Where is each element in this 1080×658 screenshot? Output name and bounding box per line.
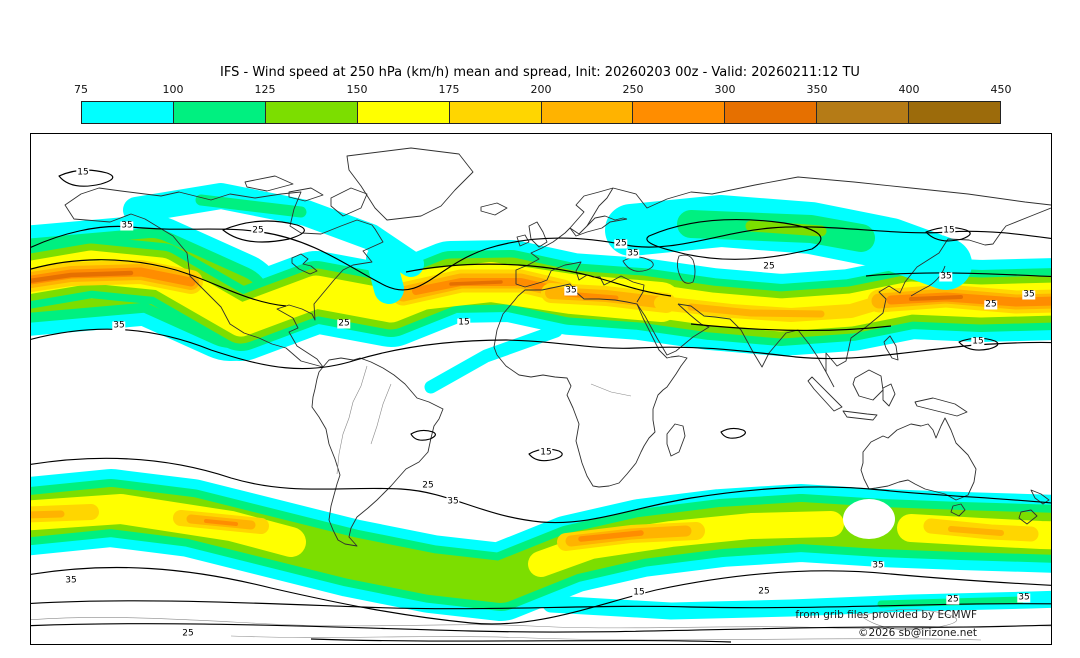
colorbar-tick-label: 150: [346, 83, 368, 96]
spread-contour-label: 25: [421, 480, 435, 491]
colorbar-segment-250: [633, 102, 726, 123]
spread-contour-label: 15: [457, 317, 471, 328]
spread-contour-label: 15: [76, 167, 90, 178]
spread-contour-label: 25: [337, 318, 351, 329]
colorbar-tick-label: 100: [162, 83, 184, 96]
spread-contour-label: 25: [251, 225, 265, 236]
spread-contour-label: 25: [757, 586, 771, 597]
spread-contour-label: 15: [539, 447, 553, 458]
spread-contour-label: 15: [942, 225, 956, 236]
colorbar-tick-label: 125: [254, 83, 276, 96]
spread-contour-label: 35: [626, 248, 640, 259]
colorbar-segment-350: [817, 102, 910, 123]
spread-contour-label: 25: [181, 628, 195, 639]
colorbar: [81, 101, 1001, 124]
spread-contour-label: 35: [1017, 592, 1031, 603]
colorbar-tick-label: 450: [990, 83, 1012, 96]
credit-line-2: ©2026 sb@irizone.net: [858, 627, 977, 640]
credit-line-1: from grib files provided by ECMWF: [795, 609, 977, 622]
spread-contour-label: 25: [614, 238, 628, 249]
spread-contour-label: 25: [984, 299, 998, 310]
colorbar-segment-125: [265, 102, 358, 123]
spread-contour-label: 35: [64, 575, 78, 586]
country-borders: [31, 365, 1051, 641]
colorbar-segment-75: [82, 102, 174, 123]
band-gap: [843, 499, 895, 539]
map-panel: 15 35 25 35 25 15 25 35 25 15 35 25 35 15 35 25 35 15 35 35…: [30, 133, 1052, 645]
colorbar-tick-label: 200: [530, 83, 552, 96]
credits: from grib files provided by ECMWF ©2026 …: [795, 607, 977, 643]
spread-contour-label: 15: [632, 587, 646, 598]
spread-contour-label: 35: [871, 560, 885, 571]
spread-contour-label: 35: [112, 320, 126, 331]
world-map-svg: [31, 147, 1051, 643]
colorbar-tick-label: 75: [74, 83, 88, 96]
spread-contour-label: 35: [446, 496, 460, 507]
spread-contour-label: 35: [939, 271, 953, 282]
colorbar-segment-100: [173, 102, 266, 123]
colorbar-segment-200: [541, 102, 634, 123]
colorbar-tick-label: 250: [622, 83, 644, 96]
colorbar-tick-label: 300: [714, 83, 736, 96]
colorbar-tick-label: 400: [898, 83, 920, 96]
spread-contour-label: 35: [1022, 289, 1036, 300]
colorbar-segment-150: [357, 102, 450, 123]
spread-contour-label: 35: [564, 285, 578, 296]
colorbar-segment-300: [725, 102, 818, 123]
coastlines: [64, 147, 1051, 547]
spread-contour-label: 25: [762, 261, 776, 272]
page-title: IFS - Wind speed at 250 hPa (km/h) mean …: [220, 65, 860, 80]
spread-contour-label: 35: [120, 220, 134, 231]
colorbar-tick-label: 350: [806, 83, 828, 96]
colorbar-segment-175: [449, 102, 542, 123]
spread-contour-label: 15: [971, 336, 985, 347]
colorbar-tick-label: 175: [438, 83, 460, 96]
colorbar-segment-400: [909, 102, 1001, 123]
wind-fill-bands: [31, 183, 1051, 621]
spread-contours: [31, 169, 1051, 643]
spread-contour-label: 25: [946, 594, 960, 605]
